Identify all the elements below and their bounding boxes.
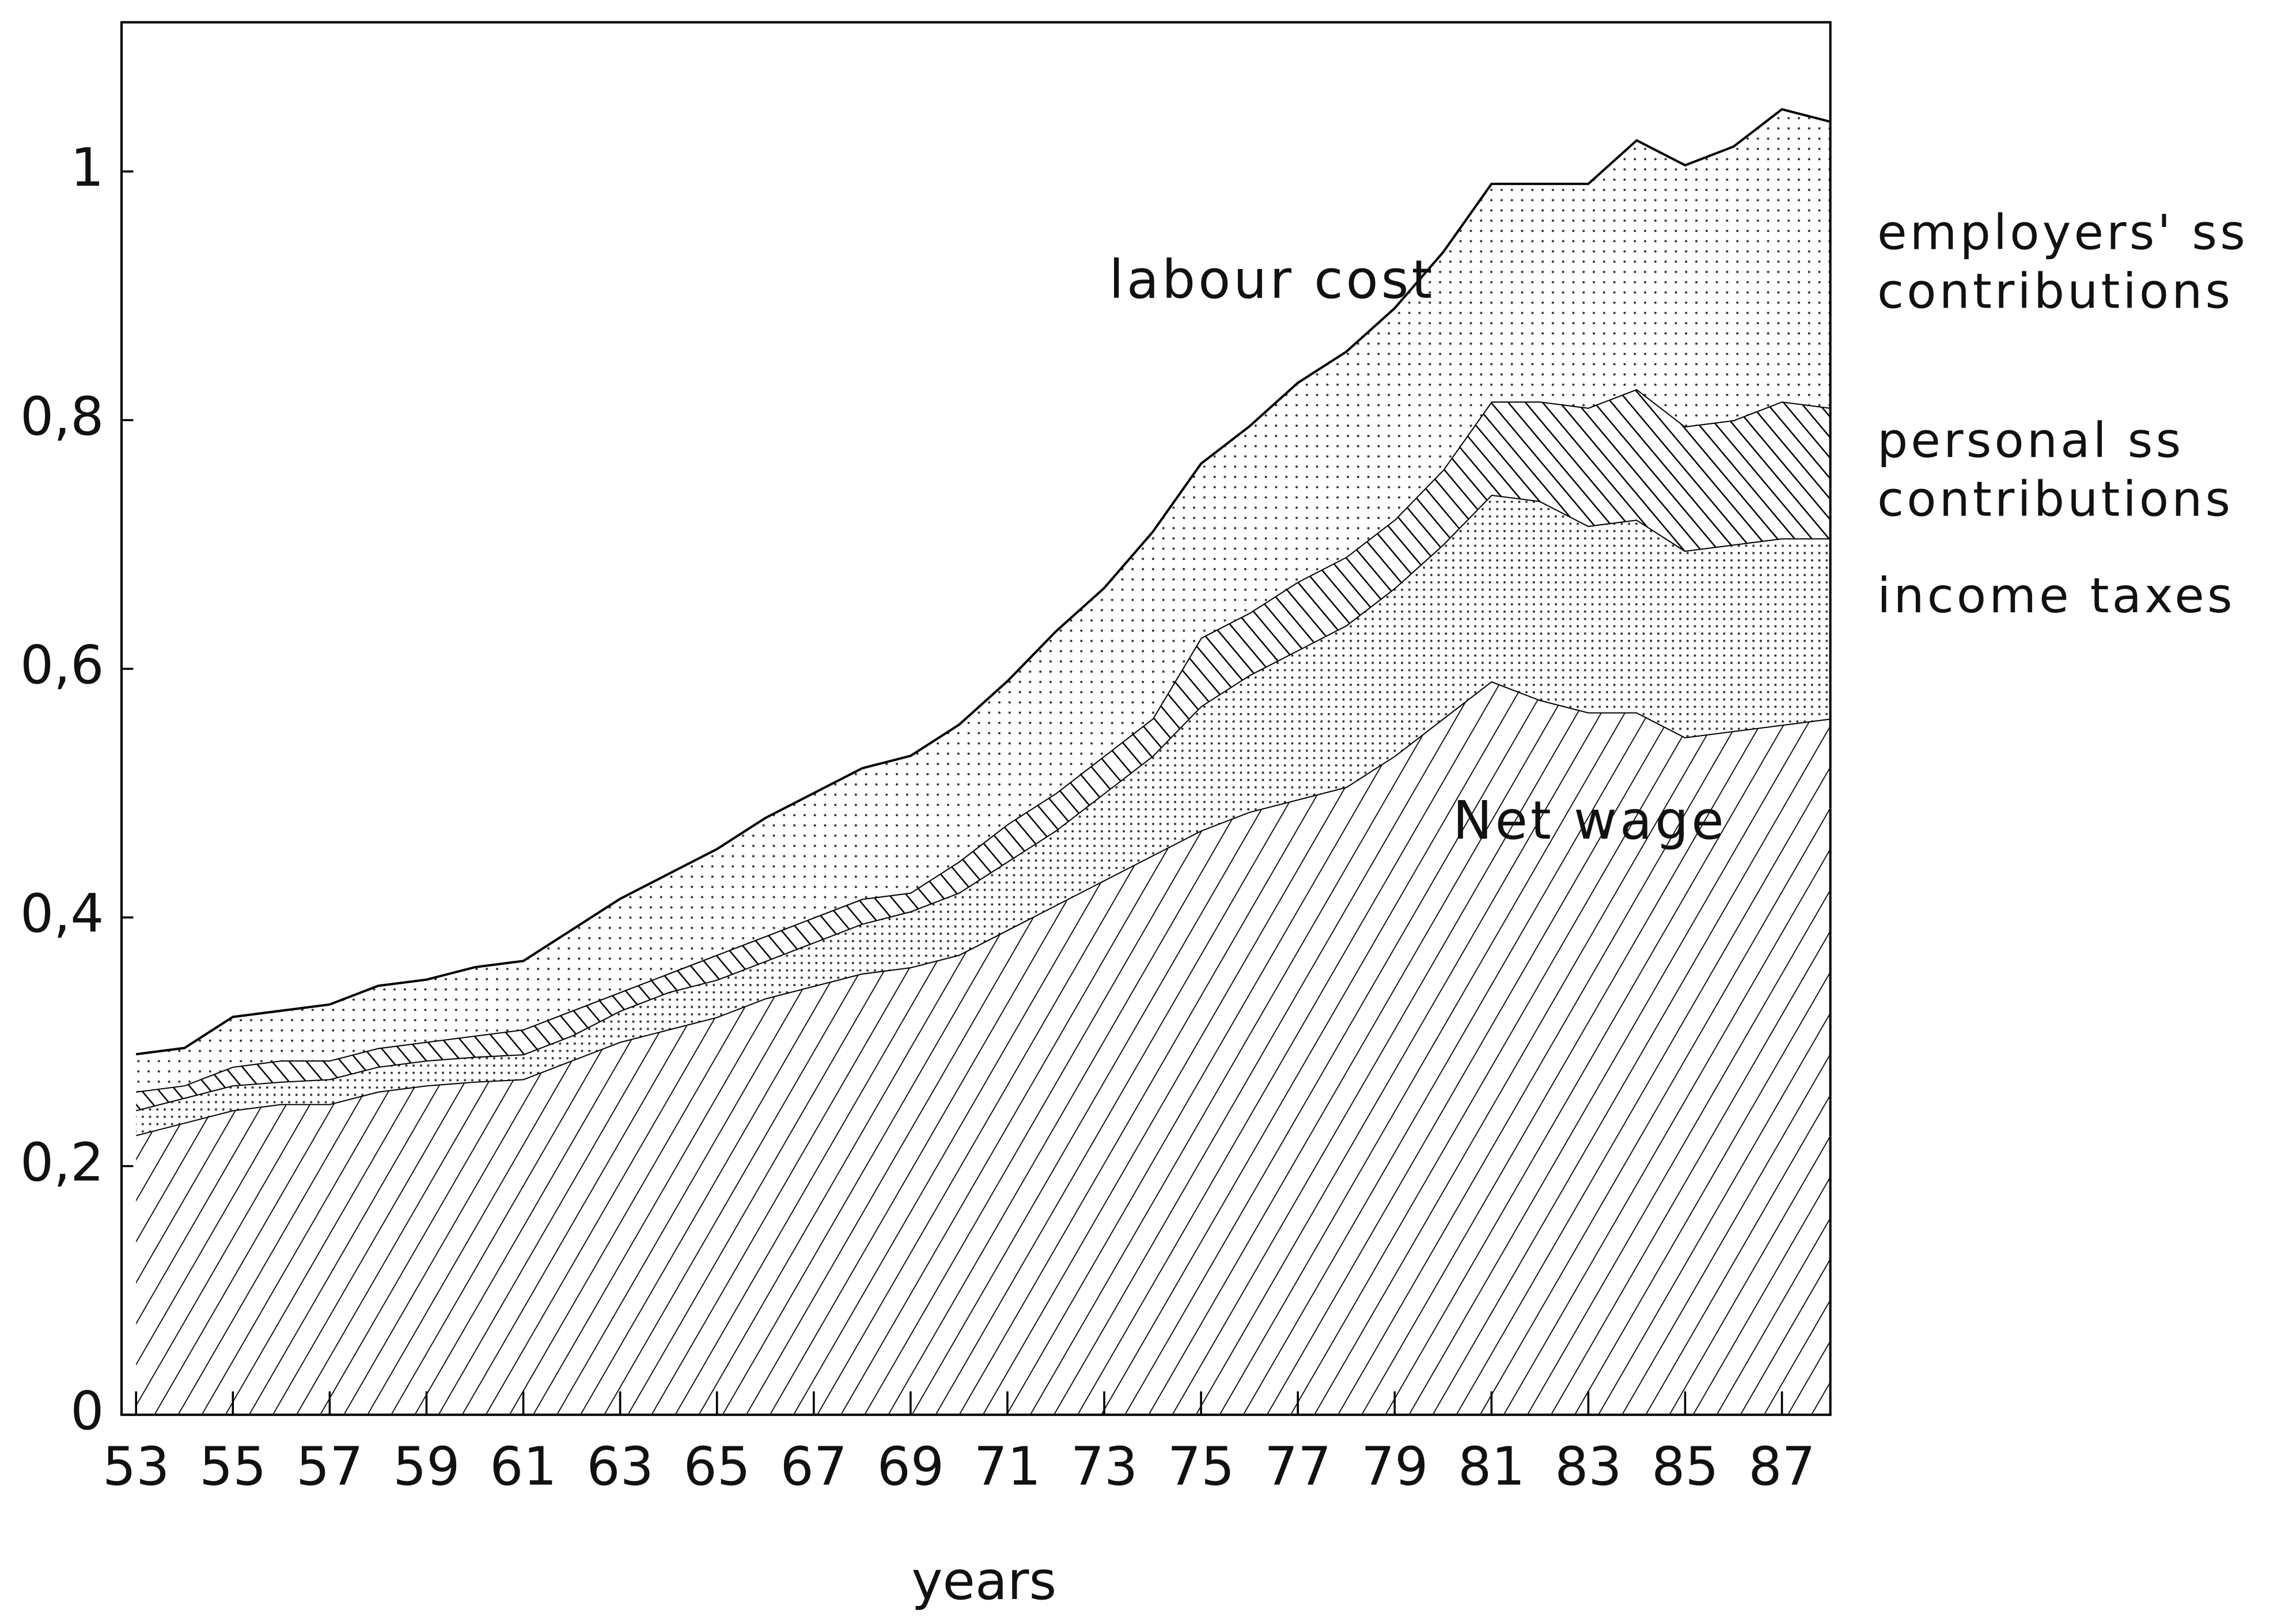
y-tick-label: 0,2: [20, 1131, 104, 1193]
y-tick-label: 0,8: [20, 385, 104, 447]
x-tick-label: 69: [877, 1436, 944, 1498]
x-tick-label: 53: [103, 1436, 169, 1498]
x-tick-label: 63: [586, 1436, 653, 1498]
x-axis-label: years: [911, 1550, 1056, 1612]
x-tick-label: 79: [1361, 1436, 1428, 1498]
area-edge: [135, 108, 1831, 1056]
x-tick-label: 83: [1555, 1436, 1621, 1498]
x-tick-label: 55: [199, 1436, 266, 1498]
x-tick-label: 81: [1458, 1436, 1525, 1498]
plot-frame: [120, 21, 1832, 1416]
x-tick-label: 75: [1168, 1436, 1234, 1498]
legend-label: personal ss contributions: [1877, 411, 2234, 528]
annotation: labour cost: [1109, 249, 1435, 310]
area: [136, 389, 1831, 1111]
legend-entry: employers' ss contributions: [1877, 203, 2248, 319]
legend-entry: income taxes: [1877, 567, 2236, 624]
annotation: Net wage: [1453, 790, 1727, 851]
x-tick-label: 87: [1748, 1436, 1815, 1498]
x-tick-label: 85: [1651, 1436, 1718, 1498]
x-tick-label: 77: [1264, 1436, 1331, 1498]
y-tick-label: 0,4: [20, 883, 104, 945]
y-tick-label: 0,6: [20, 634, 104, 696]
x-tick-label: 65: [683, 1436, 750, 1498]
legend-entry: personal ss contributions: [1877, 411, 2234, 528]
x-tick-label: 71: [974, 1436, 1041, 1498]
legend-label: employers' ss contributions: [1877, 203, 2248, 319]
x-tick-label: 73: [1071, 1436, 1138, 1498]
y-tick-label: 0: [70, 1380, 104, 1442]
area: [136, 109, 1831, 1092]
y-tick-label: 1: [70, 137, 104, 199]
x-tick-label: 59: [393, 1436, 460, 1498]
x-tick-label: 61: [490, 1436, 556, 1498]
x-tick-label: 67: [781, 1436, 847, 1498]
x-tick-label: 57: [296, 1436, 363, 1498]
area: [136, 494, 1831, 1135]
legend-label: income taxes: [1877, 567, 2236, 624]
area: [136, 681, 1831, 1415]
